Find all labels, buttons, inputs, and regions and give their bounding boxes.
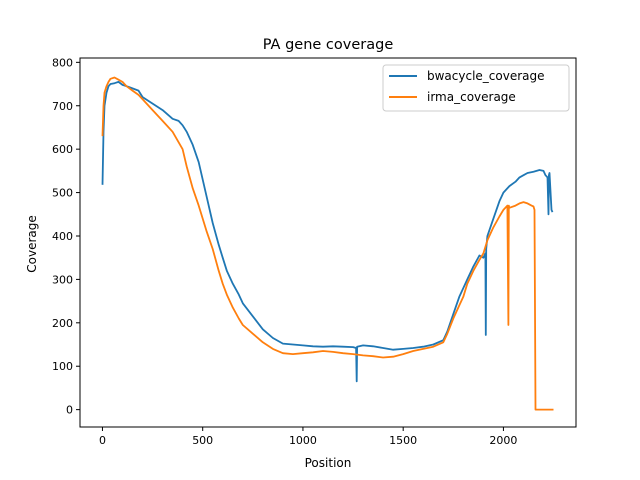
x-axis-label: Position [305,456,352,470]
y-tick-label: 100 [52,360,73,373]
legend-label-0: bwacycle_coverage [427,69,545,83]
legend-box [382,64,570,112]
y-tick-label: 300 [52,273,73,286]
y-tick-label: 700 [52,100,73,113]
y-tick-label: 400 [52,230,73,243]
legend-label-1: irma_coverage [427,90,516,104]
y-tick-label: 600 [52,143,73,156]
series-line-0 [101,81,554,383]
y-tick-label: 500 [52,187,73,200]
y-axis-label: Coverage [25,215,39,273]
x-tick-label: 0 [99,434,106,447]
y-tick-label: 800 [52,56,73,69]
x-tick-label: 500 [192,434,213,447]
plot-area [79,57,577,428]
chart-title: PA gene coverage [263,37,394,53]
series-line-1 [101,76,554,411]
y-tick-label: 200 [52,317,73,330]
x-tick-label: 1500 [389,434,417,447]
y-tick-label: 0 [66,404,73,417]
plot-frame [79,57,577,428]
x-tick-label: 2000 [489,434,517,447]
x-tick-label: 1000 [289,434,317,447]
legend: bwacycle_coverage irma_coverage [382,64,570,112]
x-axis: 0 500 1000 1500 2000 [99,427,517,447]
y-axis: 0 100 200 300 400 500 600 700 800 [52,56,80,417]
